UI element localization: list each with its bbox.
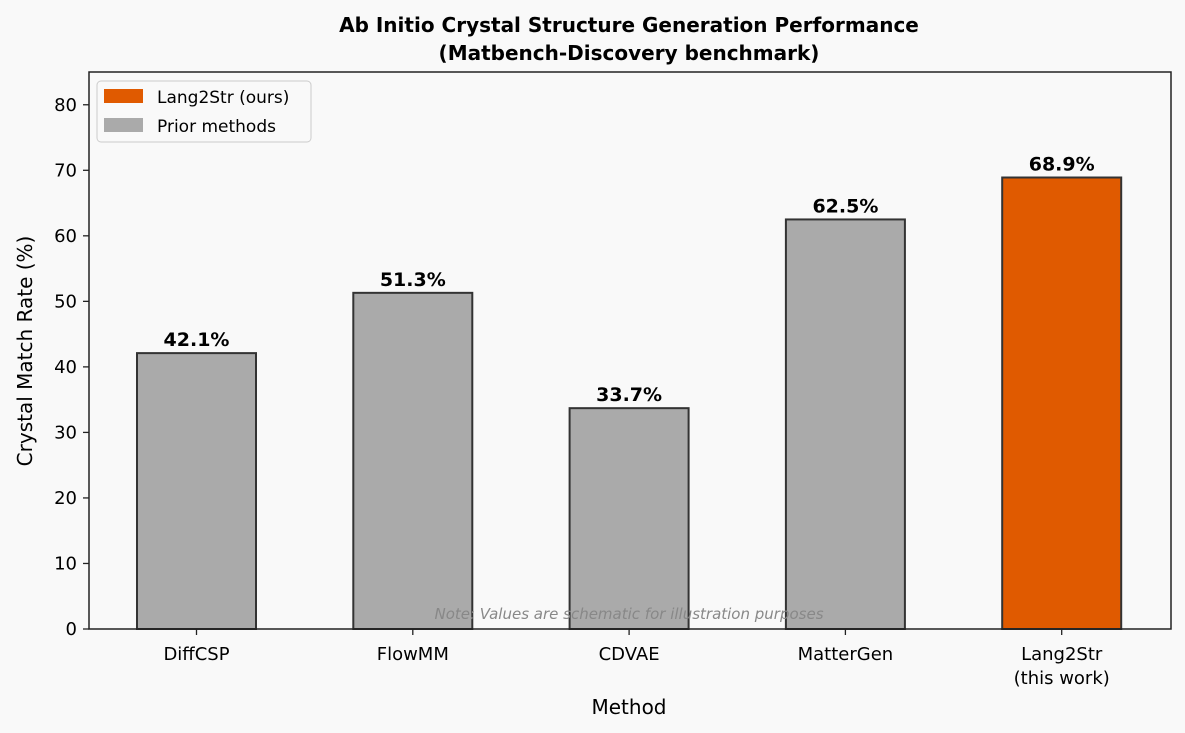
bar-value-label: 51.3% — [380, 269, 446, 291]
y-tick-label: 30 — [54, 422, 77, 443]
y-tick-label: 60 — [54, 226, 77, 247]
chart-title-line-2: (Matbench-Discovery benchmark) — [439, 41, 820, 65]
y-tick-label: 50 — [54, 291, 77, 312]
bar-value-label: 68.9% — [1029, 154, 1095, 176]
y-axis: 0 10 20 30 40 50 60 70 80 — [54, 95, 89, 640]
y-tick-label: 80 — [54, 95, 77, 116]
y-axis-title: Crystal Match Rate (%) — [13, 236, 37, 467]
y-tick-label: 10 — [54, 553, 77, 574]
bar-cdvae — [568, 407, 690, 631]
x-axis: DiffCSP FlowMM CDVAE MatterGen Lang2Str (this… — [163, 629, 1110, 689]
x-axis-title: Method — [591, 695, 666, 719]
legend-swatch-prior — [104, 118, 143, 132]
legend-swatch-ours — [104, 89, 143, 103]
y-tick-label: 40 — [54, 357, 77, 378]
legend-box — [96, 80, 312, 143]
bar-flowmm — [352, 291, 474, 630]
bar-mattergen — [784, 218, 906, 631]
x-tick-label: (this work) — [1014, 668, 1110, 689]
x-tick-label: FlowMM — [377, 644, 449, 665]
chart-title-line-1: Ab Initio Crystal Structure Generation P… — [339, 13, 919, 37]
y-tick-label: 0 — [66, 619, 77, 640]
legend-label-prior: Prior methods — [157, 117, 276, 137]
x-tick-label: MatterGen — [798, 644, 894, 665]
legend: Lang2Str (ours) Prior methods — [96, 80, 312, 143]
y-tick-label: 70 — [54, 160, 77, 181]
x-tick-label: Lang2Str — [1021, 644, 1103, 665]
note-text: Note: Values are schematic for illustrat… — [434, 605, 823, 623]
plot-frame — [88, 71, 1172, 630]
y-tick-label: 20 — [54, 488, 77, 509]
bar-value-label: 42.1% — [164, 329, 230, 351]
legend-label-ours: Lang2Str (ours) — [157, 88, 289, 108]
bar-diffcsp — [136, 352, 257, 630]
bar-value-label: 33.7% — [596, 384, 662, 406]
x-tick-label: CDVAE — [599, 644, 660, 665]
x-tick-label: DiffCSP — [163, 644, 229, 665]
bar-value-label: 62.5% — [812, 195, 878, 217]
bar-lang2str — [1001, 176, 1123, 630]
